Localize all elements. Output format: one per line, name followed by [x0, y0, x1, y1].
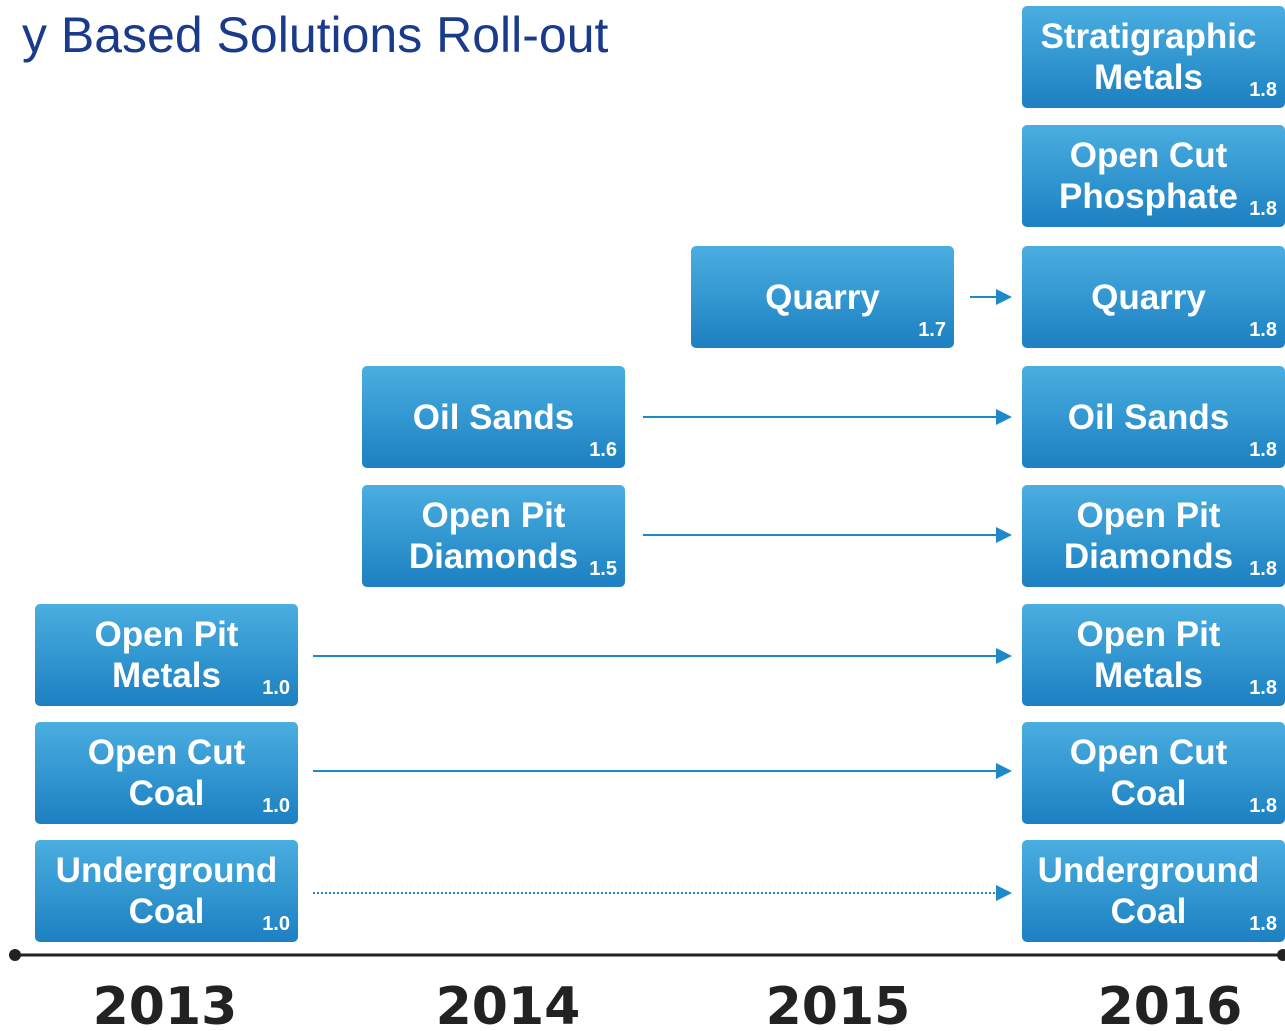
box-bg: [35, 840, 298, 942]
year-label: 2015: [766, 977, 911, 1031]
box-label: Diamonds: [1064, 537, 1233, 576]
box-label: Coal: [1111, 892, 1187, 931]
box-label: Metals: [1094, 58, 1203, 97]
timeline-dot: [9, 949, 21, 961]
box-label: Phosphate: [1059, 177, 1238, 216]
box-label: Quarry: [1091, 278, 1206, 317]
box-version: 1.5: [589, 558, 617, 580]
box-bg: [1022, 125, 1285, 227]
box-bg: [1022, 604, 1285, 706]
box-label: Quarry: [765, 278, 880, 317]
box: Oil Sands 1.6: [362, 366, 625, 468]
box-label: Coal: [129, 774, 205, 813]
box-bg: [362, 366, 625, 468]
box: Quarry 1.8: [1022, 246, 1285, 348]
box-bg: [1022, 485, 1285, 587]
box: Oil Sands 1.8: [1022, 366, 1285, 468]
box-version: 1.7: [918, 319, 946, 341]
box-label: Open Pit: [1077, 615, 1221, 654]
box: Quarry 1.7: [691, 246, 954, 348]
box-version: 1.0: [262, 795, 290, 817]
box-label: Underground: [56, 851, 278, 890]
box-bg: [35, 722, 298, 824]
box-label: Oil Sands: [1068, 398, 1229, 437]
box-bg: [362, 485, 625, 587]
box-version: 1.8: [1249, 558, 1277, 580]
box-version: 1.8: [1249, 198, 1277, 220]
box-label: Diamonds: [409, 537, 578, 576]
box-version: 1.0: [262, 677, 290, 699]
title: y Based Solutions Roll-out: [22, 7, 609, 63]
year-label: 2013: [93, 977, 238, 1031]
box-bg: [1022, 840, 1285, 942]
box-label: Coal: [129, 892, 205, 931]
box-version: 1.8: [1249, 677, 1277, 699]
box-label: Open Pit: [1077, 496, 1221, 535]
arrows: [313, 289, 1012, 901]
box-bg: [1022, 722, 1285, 824]
timeline-dot: [1277, 949, 1285, 961]
box-bg: [1022, 366, 1285, 468]
box-version: 1.8: [1249, 319, 1277, 341]
box-label: Underground: [1038, 851, 1260, 890]
box-bg: [1022, 246, 1285, 348]
box-label: Open Pit: [422, 496, 566, 535]
box-label: Oil Sands: [413, 398, 574, 437]
box-label: Open Cut: [1070, 733, 1228, 772]
box-label: Stratigraphic: [1041, 17, 1257, 56]
box-version: 1.8: [1249, 439, 1277, 461]
box-bg: [691, 246, 954, 348]
box-version: 1.6: [589, 439, 617, 461]
box-label: Metals: [1094, 656, 1203, 695]
box-version: 1.8: [1249, 79, 1277, 101]
year-label: 2016: [1098, 977, 1243, 1031]
box-label: Coal: [1111, 774, 1187, 813]
box-bg: [35, 604, 298, 706]
box-label: Metals: [112, 656, 221, 695]
box-version: 1.0: [262, 913, 290, 935]
box-version: 1.8: [1249, 795, 1277, 817]
box-label: Open Cut: [1070, 136, 1228, 175]
box-label: Open Pit: [95, 615, 239, 654]
box-label: Open Cut: [88, 733, 246, 772]
box-version: 1.8: [1249, 913, 1277, 935]
box-bg: [1022, 6, 1285, 108]
year-label: 2014: [436, 977, 581, 1031]
